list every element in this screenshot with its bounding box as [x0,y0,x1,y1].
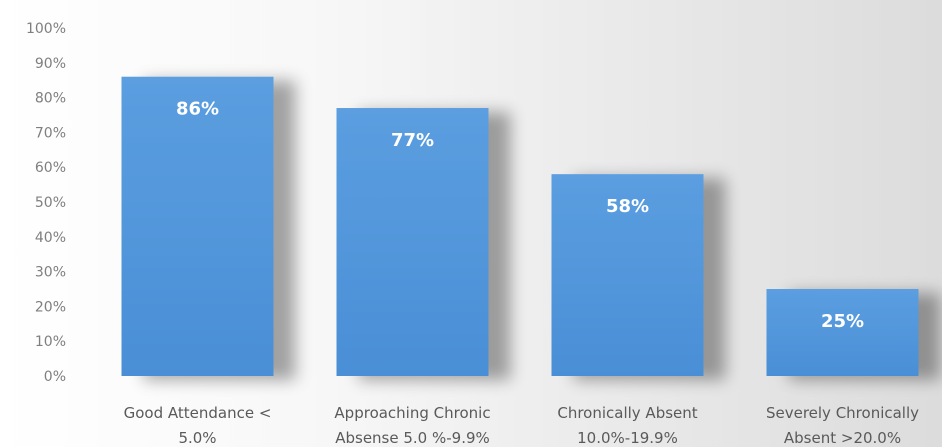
category-label-line: Absent >20.0% [784,429,901,447]
y-tick-label: 80% [35,91,66,107]
category-label: Good Attendance < 5.0% [124,404,272,447]
category-label-line: Absense 5.0 %-9.9% [335,429,490,447]
bar [551,174,704,376]
y-tick-label: 100% [26,21,66,37]
bars [121,76,919,376]
y-tick-label: 90% [35,56,66,72]
category-label: Severely Chronically Absent >20.0% [766,404,919,447]
data-label: 25% [821,311,864,332]
bar [766,289,919,376]
x-axis: Good Attendance < 5.0% Approaching Chronic… [124,404,920,447]
bar [336,108,489,376]
data-label: 58% [606,196,649,217]
y-tick-label: 10% [35,334,66,350]
y-tick-label: 50% [35,195,66,211]
data-label: 86% [176,99,219,120]
y-tick-label: 30% [35,265,66,281]
category-label-line: Good Attendance < [124,404,272,422]
category-label: Approaching Chronic Absense 5.0 %-9.9% [334,404,490,447]
data-labels: 86% 77% 58% 25% [176,99,864,332]
category-label-line: 10.0%-19.9% [577,429,678,447]
category-label-line: Approaching Chronic [334,404,490,422]
category-label-line: Chronically Absent [557,404,697,422]
bar [121,76,274,376]
category-label-line: 5.0% [178,429,216,447]
y-tick-label: 0% [44,369,66,385]
y-tick-label: 40% [35,230,66,246]
category-label: Chronically Absent 10.0%-19.9% [557,404,697,447]
y-axis: 0% 10% 20% 30% 40% 50% 60% 70% 80% 90% 100% [26,21,66,385]
y-tick-label: 20% [35,299,66,315]
y-tick-label: 60% [35,160,66,176]
category-label-line: Severely Chronically [766,404,919,422]
data-label: 77% [391,130,434,151]
y-tick-label: 70% [35,125,66,141]
